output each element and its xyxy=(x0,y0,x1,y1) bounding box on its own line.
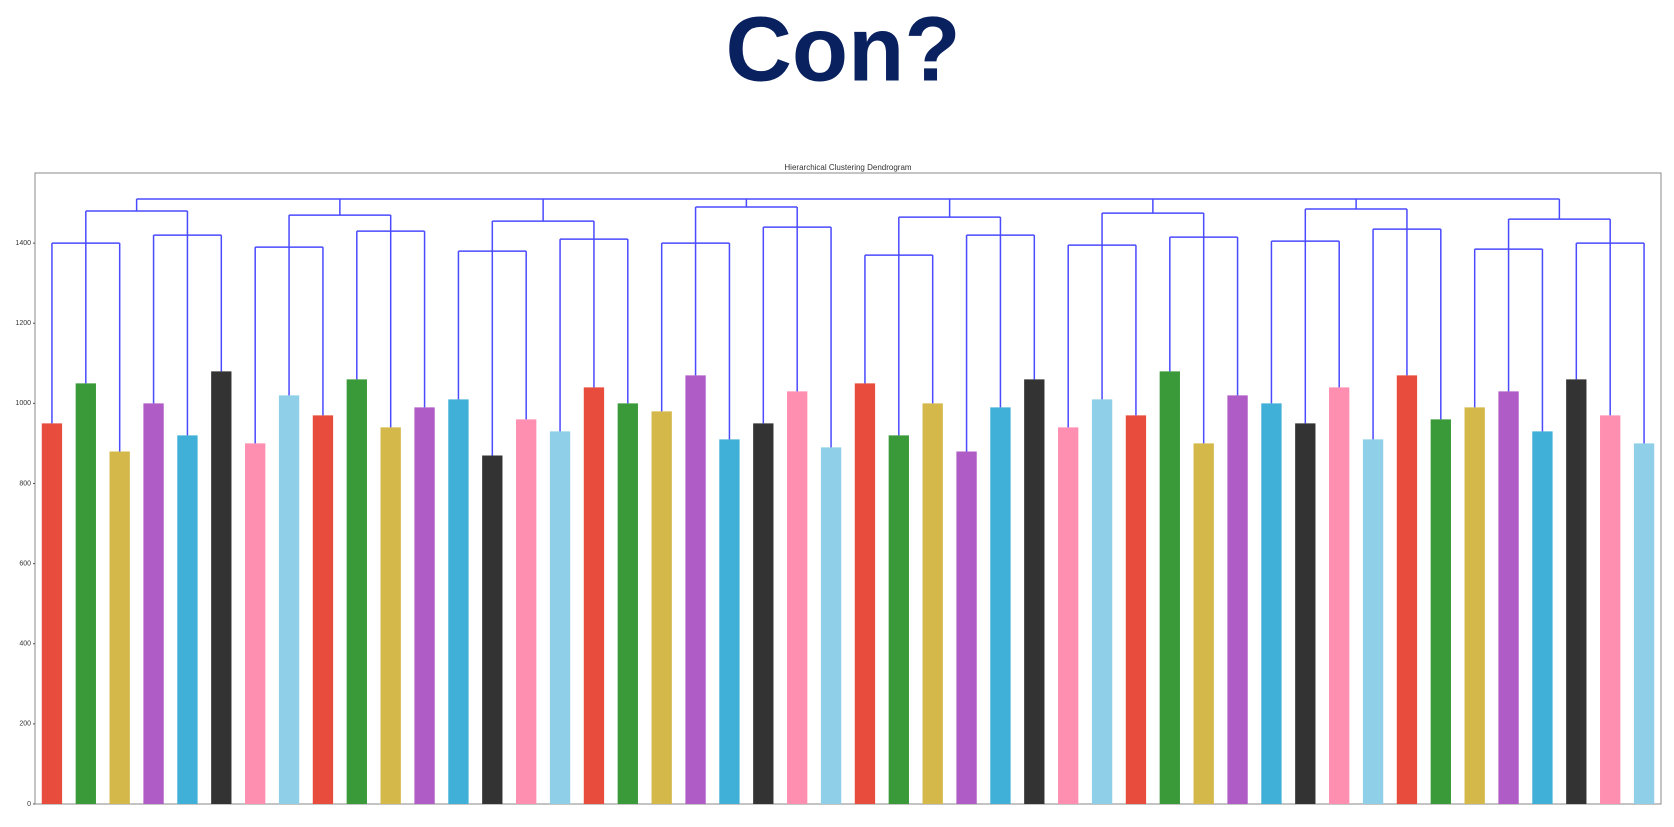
plot-frame xyxy=(34,172,1662,805)
chart-title: Hierarchical Clustering Dendrogram xyxy=(784,163,911,172)
y-tick-label: 600 xyxy=(19,560,31,567)
y-tick-label: 400 xyxy=(19,641,31,648)
y-tick-label: 1000 xyxy=(15,400,31,407)
y-tick-label: 1200 xyxy=(15,320,31,327)
y-tick-label: 200 xyxy=(19,721,31,728)
y-tick-label: 800 xyxy=(19,480,31,487)
y-tick-label: 1400 xyxy=(15,240,31,247)
slide-title: Con? xyxy=(725,0,960,100)
y-tick-label: 0 xyxy=(27,801,31,808)
